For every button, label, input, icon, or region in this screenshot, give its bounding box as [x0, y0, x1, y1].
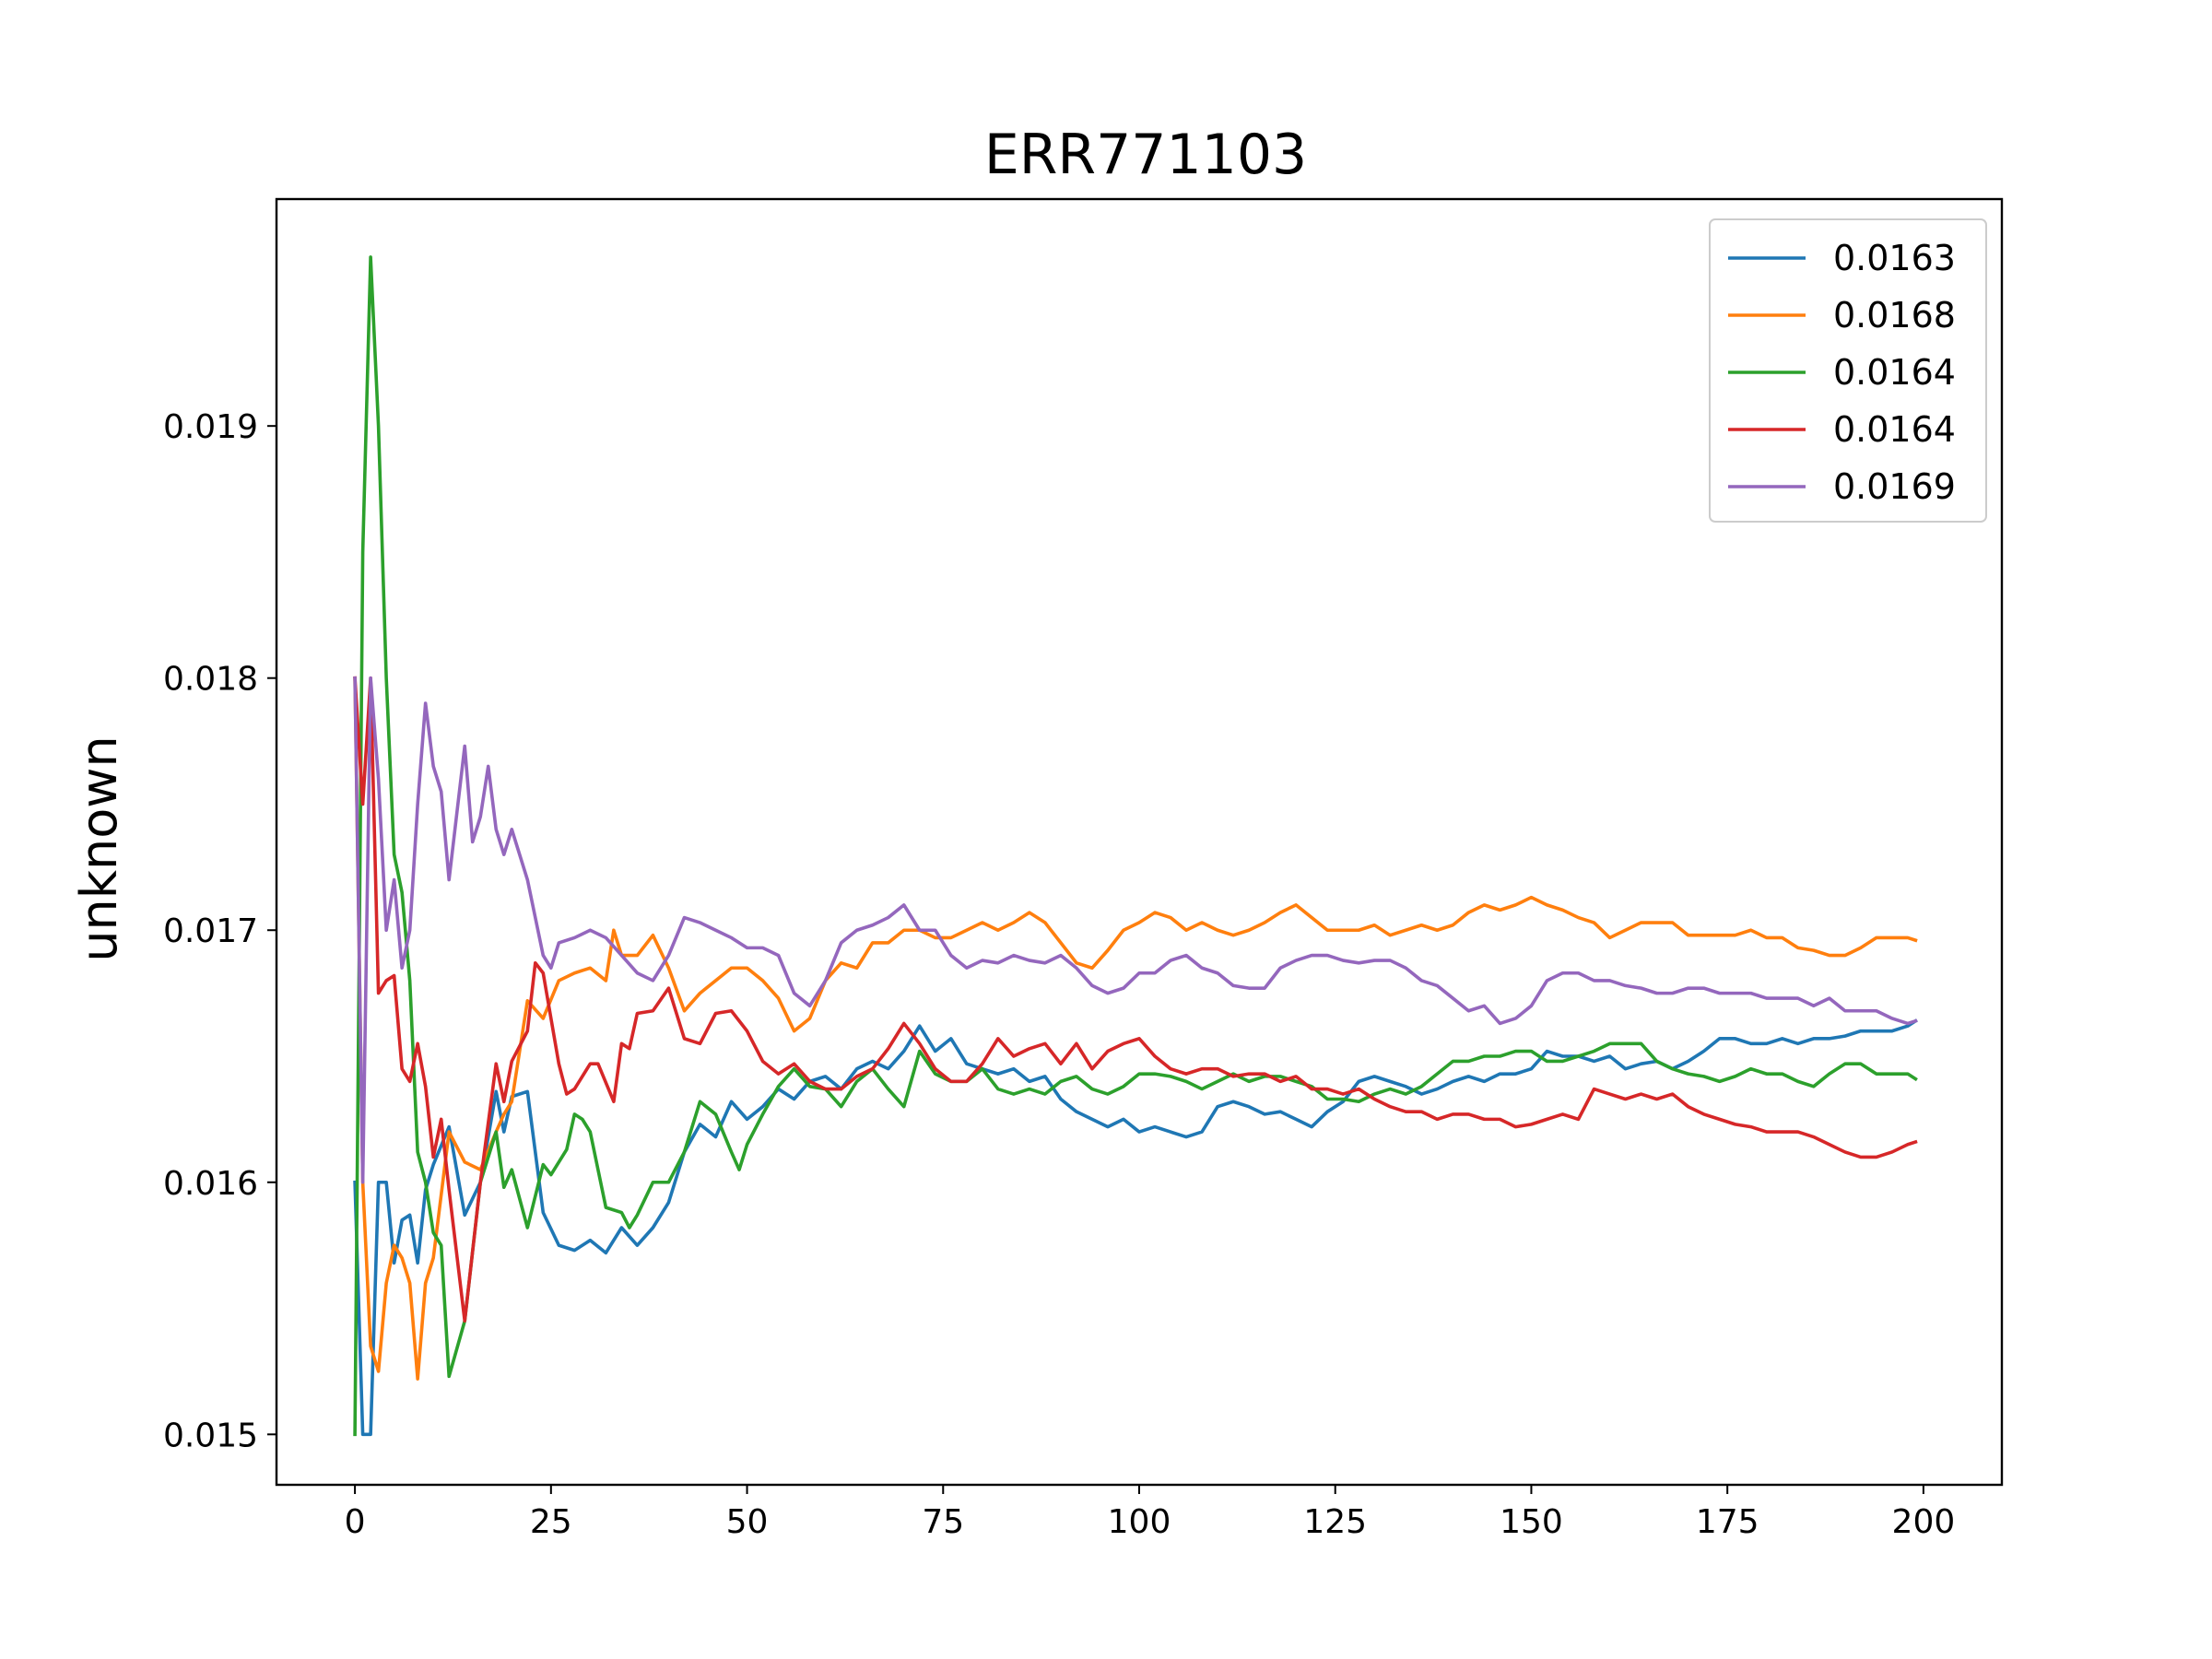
series-line-5: [353, 676, 1918, 1184]
series-line-4: [353, 676, 1918, 1324]
legend-label: 0.0168: [1833, 295, 1956, 335]
legend-box: [1709, 218, 1987, 523]
y-tick-label: 0.015: [163, 1417, 258, 1454]
series-line-2: [353, 676, 1918, 1381]
series-line-1: [353, 1018, 1918, 1437]
y-tick-label: 0.018: [163, 661, 258, 699]
x-tick-label: 150: [1500, 1503, 1563, 1541]
chart-title: ERR771103: [984, 123, 1307, 187]
legend: 0.0163 0.0168 0.0164 0.0164 0.0169: [1709, 218, 1987, 523]
series-line-3: [353, 255, 1918, 1437]
x-tick-label: 200: [1892, 1503, 1956, 1541]
y-tick-label: 0.016: [163, 1165, 258, 1203]
x-tick-label: 75: [922, 1503, 964, 1541]
x-tick-label: 50: [726, 1503, 769, 1541]
y-tick-label: 0.019: [163, 408, 258, 446]
y-axis-label: unknown: [70, 735, 128, 961]
legend-label: 0.0163: [1833, 238, 1956, 278]
y-tick-label: 0.017: [163, 912, 258, 950]
x-tick-label: 125: [1303, 1503, 1367, 1541]
legend-label: 0.0164: [1833, 352, 1956, 393]
series-layer: [353, 255, 1918, 1437]
x-tick-label: 100: [1108, 1503, 1171, 1541]
x-tick-label: 175: [1696, 1503, 1759, 1541]
x-axis: 0 25 50 75 100 125 150 175 200: [345, 1485, 1956, 1541]
x-tick-label: 25: [530, 1503, 572, 1541]
legend-label: 0.0164: [1833, 409, 1956, 450]
x-tick-label: 0: [345, 1503, 366, 1541]
legend-label: 0.0169: [1833, 466, 1956, 507]
plot-area: [275, 197, 2004, 1487]
y-axis: 0.015 0.016 0.017 0.018 0.019: [163, 408, 276, 1454]
